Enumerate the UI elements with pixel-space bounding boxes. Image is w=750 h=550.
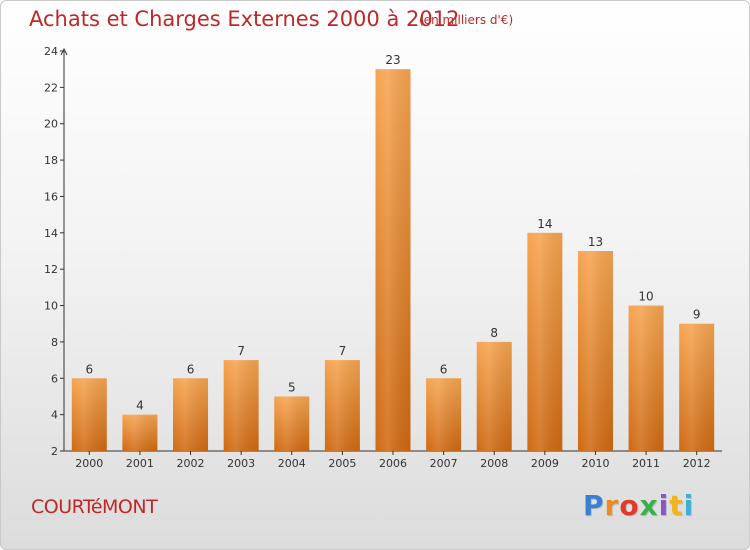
y-tick-label: 20	[44, 118, 58, 131]
y-tick-label: 14	[44, 227, 58, 240]
chart-title: Achats et Charges Externes 2000 à 2012	[29, 7, 460, 31]
bar-shine	[527, 232, 563, 451]
x-tick-label: 2002	[177, 457, 205, 470]
proxiti-logo: Proxiti	[583, 489, 694, 522]
y-tick-label: 18	[44, 154, 58, 167]
x-tick-label: 2005	[328, 457, 356, 470]
data-label: 23	[385, 53, 400, 67]
x-tick-label: 2003	[227, 457, 255, 470]
chart-unit: (en milliers d'€)	[419, 13, 514, 27]
x-tick-label: 2007	[430, 457, 458, 470]
bars	[71, 69, 715, 451]
logo-letter: r	[604, 489, 620, 522]
logo-letter: o	[619, 489, 640, 522]
x-tick-label: 2008	[480, 457, 508, 470]
logo-letter: i	[658, 489, 670, 522]
logo-letter: x	[639, 489, 659, 522]
y-tick-label: 4	[51, 409, 58, 422]
y-tick-label: 6	[51, 372, 58, 385]
logo-letter: P	[583, 489, 605, 522]
y-tick-label: 12	[44, 263, 58, 276]
bar-shine	[476, 341, 512, 451]
data-labels: 6 4 6 7 5 7 23 6 8 14 13 10 9	[85, 53, 700, 412]
x-tick-label: 2000	[75, 457, 103, 470]
bar-shine	[274, 396, 310, 451]
data-label: 5	[288, 380, 296, 394]
y-tick-label: 24	[44, 45, 58, 58]
data-label: 4	[136, 399, 144, 413]
bar-shine	[122, 414, 158, 451]
data-label: 7	[339, 344, 347, 358]
y-tick-label: 16	[44, 190, 58, 203]
x-tick-label: 2004	[278, 457, 306, 470]
x-tick-label: 2012	[683, 457, 711, 470]
y-tick-label: 22	[44, 81, 58, 94]
x-tick-label: 2001	[126, 457, 154, 470]
bar-shine	[628, 305, 664, 451]
data-label: 10	[638, 290, 653, 304]
bar-shine	[375, 69, 411, 451]
data-label: 7	[237, 344, 245, 358]
data-label: 14	[537, 217, 552, 231]
logo-letter: t	[669, 489, 684, 522]
data-label: 8	[490, 326, 498, 340]
x-tick-label: 2009	[531, 457, 559, 470]
x-tick-label: 2011	[632, 457, 660, 470]
bar-shine	[223, 360, 259, 451]
y-tick-label: 2	[51, 445, 58, 458]
logo-letter: i	[683, 489, 695, 522]
y-axis-arrow	[60, 47, 68, 56]
x-tick-label: 2006	[379, 457, 407, 470]
x-axis: 2000 2001 2002 2003 2004 2005 2006 2007 2008 2009…	[64, 450, 722, 470]
x-tick-label: 2010	[581, 457, 609, 470]
bar-shine	[679, 323, 715, 451]
y-tick-label: 8	[51, 336, 58, 349]
place-name: COURTéMONT	[31, 496, 158, 518]
data-label: 6	[440, 362, 448, 376]
data-label: 6	[187, 362, 195, 376]
data-label: 13	[588, 235, 603, 249]
bar-shine	[324, 360, 360, 451]
y-tick-label: 10	[44, 300, 58, 313]
data-label: 6	[85, 362, 93, 376]
bar-shine	[173, 378, 209, 451]
bar-shine	[577, 251, 613, 451]
data-label: 9	[693, 308, 701, 322]
bar-shine	[426, 378, 462, 451]
bar-shine	[71, 378, 107, 451]
